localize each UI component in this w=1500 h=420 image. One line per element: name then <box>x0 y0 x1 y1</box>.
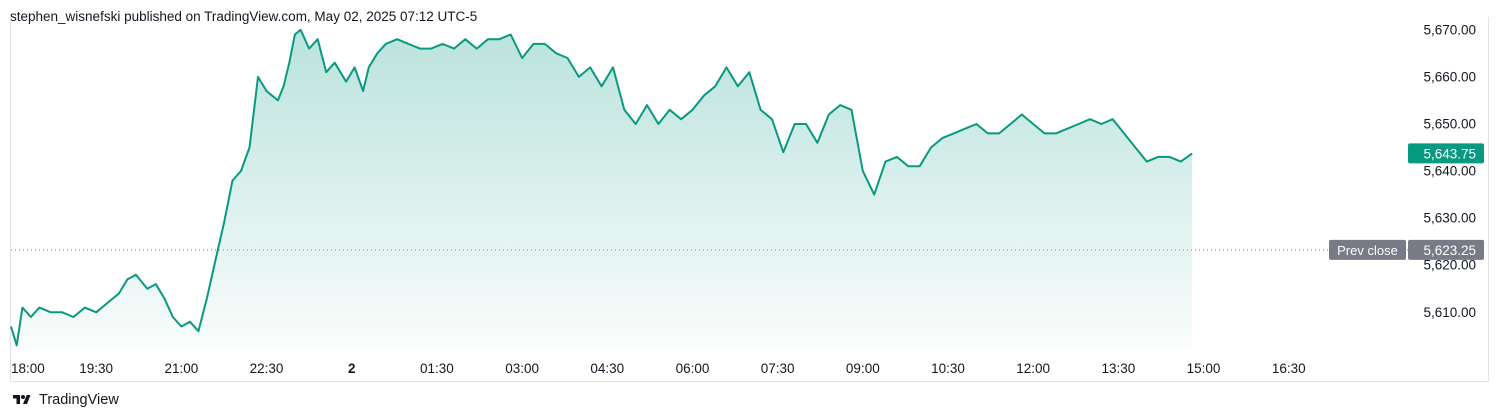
x-tick-label: 21:00 <box>164 361 198 376</box>
x-tick-label: 01:30 <box>420 361 454 376</box>
brand-footer[interactable]: TradingView <box>11 392 119 408</box>
brand-name: TradingView <box>39 392 119 408</box>
x-tick-label: 19:30 <box>79 361 113 376</box>
x-tick-label: 09:00 <box>846 361 880 376</box>
x-tick-label: 22:30 <box>250 361 284 376</box>
prev-close-tag <box>1329 239 1406 260</box>
x-tick-label: 2 <box>348 361 356 376</box>
x-tick-label: 16:30 <box>1272 361 1306 376</box>
y-tick-label: 5,660.00 <box>1423 69 1476 84</box>
x-tick-label: 15:00 <box>1187 361 1221 376</box>
x-tick-label: 12:00 <box>1016 361 1050 376</box>
publish-info: stephen_wisnefski published on TradingVi… <box>10 9 478 24</box>
prev-close-value-label: 5,623.25 <box>1423 243 1476 258</box>
x-tick-label: 07:30 <box>761 361 795 376</box>
series-line <box>10 28 1193 347</box>
x-tick-label: 03:00 <box>505 361 539 376</box>
y-tick-label: 5,620.00 <box>1423 258 1476 273</box>
y-tick-label: 5,670.00 <box>1423 22 1476 37</box>
tradingview-logo-icon <box>13 395 31 404</box>
y-tick-label: 5,610.00 <box>1423 305 1476 320</box>
prev-close-value-badge <box>1408 239 1484 260</box>
prev-close-label: Prev close <box>1337 243 1398 258</box>
series-area-fill <box>11 29 1193 351</box>
y-tick-label: 5,650.00 <box>1423 116 1476 131</box>
last-price-badge <box>1408 143 1484 164</box>
x-tick-label: 04:30 <box>590 361 624 376</box>
last-price-label: 5,643.75 <box>1423 146 1476 161</box>
x-tick-label: 13:30 <box>1101 361 1135 376</box>
chart-frame <box>10 17 1489 382</box>
y-tick-label: 5,630.00 <box>1423 211 1476 226</box>
y-tick-label: 5,640.00 <box>1423 164 1476 179</box>
x-tick-label: 18:00 <box>11 361 45 376</box>
x-tick-label: 06:00 <box>676 361 710 376</box>
x-tick-label: 10:30 <box>931 361 965 376</box>
